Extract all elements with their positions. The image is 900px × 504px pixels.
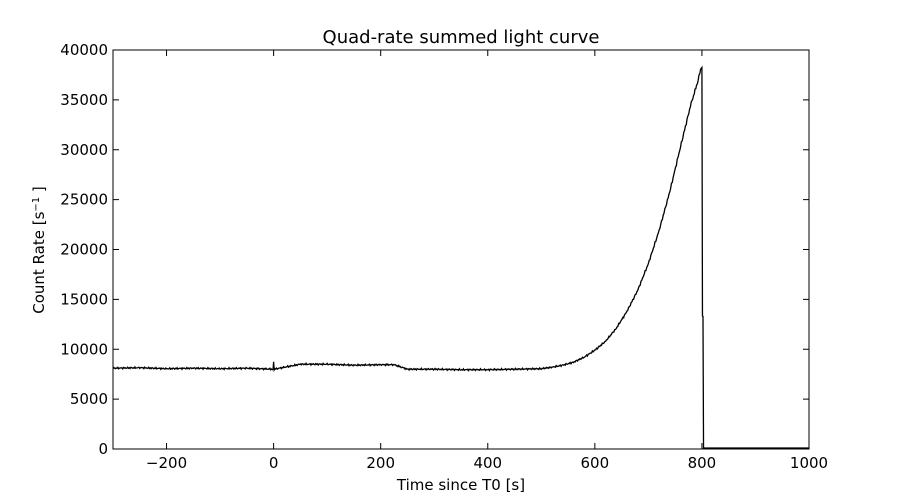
y-tick-label: 25000 [60,191,108,209]
x-tick-label: 0 [269,454,279,472]
y-axis-label: Count Rate [s−1 ] [30,186,48,314]
y-tick-label: 0 [98,440,108,458]
y-tick-label: 10000 [60,340,108,358]
chart-title: Quad-rate summed light curve [323,27,600,48]
x-axis-ticks: −200 0 200 400 600 800 1000 [146,50,828,472]
x-tick-label: 800 [688,454,717,472]
y-tick-label: 20000 [60,241,108,259]
x-tick-label: 400 [473,454,502,472]
y-axis-label-suffix: ] [30,186,48,197]
y-axis-label-prefix: Count Rate [s [30,211,48,313]
series-layer [112,65,809,449]
x-tick-label: 600 [581,454,610,472]
y-tick-label: 15000 [60,290,108,308]
y-tick-label: 5000 [70,390,108,408]
y-tick-label: 30000 [60,141,108,159]
x-tick-label: −200 [146,454,187,472]
y-tick-label: 40000 [60,41,108,59]
x-axis-label: Time since T0 [s] [396,476,525,494]
y-axis-label-exponent: −1 [31,197,42,212]
y-tick-label: 35000 [60,91,108,109]
light-curve-series-0 [112,65,809,449]
x-tick-label: 1000 [790,454,828,472]
x-tick-label: 200 [366,454,395,472]
y-axis-ticks: 0 5000 10000 15000 20000 25000 30000 35000 40000 [60,41,809,458]
